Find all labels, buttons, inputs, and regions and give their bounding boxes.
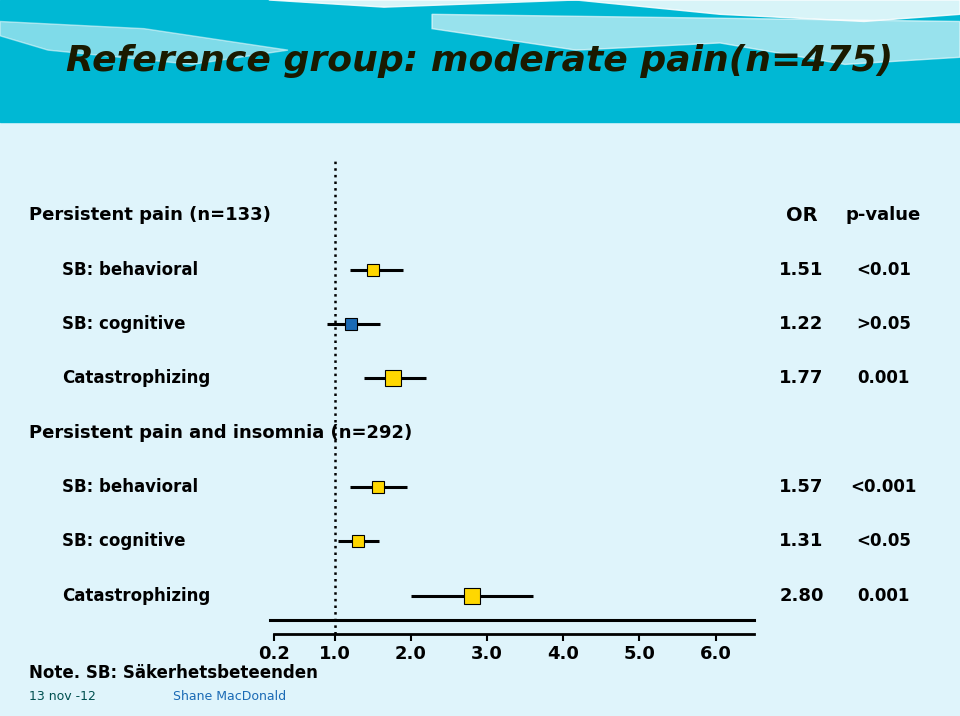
Text: Catastrophizing: Catastrophizing bbox=[62, 586, 210, 604]
Text: <0.05: <0.05 bbox=[855, 532, 911, 551]
Text: 0.001: 0.001 bbox=[857, 586, 909, 604]
Bar bbox=[0, 122, 960, 716]
Text: <0.01: <0.01 bbox=[855, 261, 911, 279]
Text: 0.001: 0.001 bbox=[857, 369, 909, 387]
Text: 1.77: 1.77 bbox=[780, 369, 824, 387]
Text: 1.57: 1.57 bbox=[780, 478, 824, 496]
Bar bbox=[0, 0, 960, 122]
Text: Note. SB: Säkerhetsbeteenden: Note. SB: Säkerhetsbeteenden bbox=[29, 664, 318, 682]
Text: 1.31: 1.31 bbox=[780, 532, 824, 551]
Text: OR: OR bbox=[786, 206, 817, 225]
Polygon shape bbox=[432, 14, 960, 64]
Text: SB: cognitive: SB: cognitive bbox=[62, 315, 186, 333]
Text: 13 nov -12: 13 nov -12 bbox=[29, 690, 96, 703]
Text: Persistent pain and insomnia (n=292): Persistent pain and insomnia (n=292) bbox=[29, 424, 412, 442]
Text: SB: cognitive: SB: cognitive bbox=[62, 532, 186, 551]
Text: Catastrophizing: Catastrophizing bbox=[62, 369, 210, 387]
Text: Reference group: moderate pain(n=475): Reference group: moderate pain(n=475) bbox=[66, 44, 894, 78]
Text: >0.05: >0.05 bbox=[855, 315, 911, 333]
Text: SB: behavioral: SB: behavioral bbox=[62, 478, 199, 496]
Text: p-value: p-value bbox=[846, 206, 921, 224]
Text: SB: behavioral: SB: behavioral bbox=[62, 261, 199, 279]
Text: Persistent pain (n=133): Persistent pain (n=133) bbox=[29, 206, 271, 224]
Text: 1.51: 1.51 bbox=[780, 261, 824, 279]
Text: <0.001: <0.001 bbox=[850, 478, 917, 496]
Text: Shane MacDonald: Shane MacDonald bbox=[173, 690, 286, 703]
Text: 2.80: 2.80 bbox=[780, 586, 824, 604]
Text: 1.22: 1.22 bbox=[780, 315, 824, 333]
Polygon shape bbox=[0, 21, 288, 64]
Polygon shape bbox=[269, 0, 960, 21]
